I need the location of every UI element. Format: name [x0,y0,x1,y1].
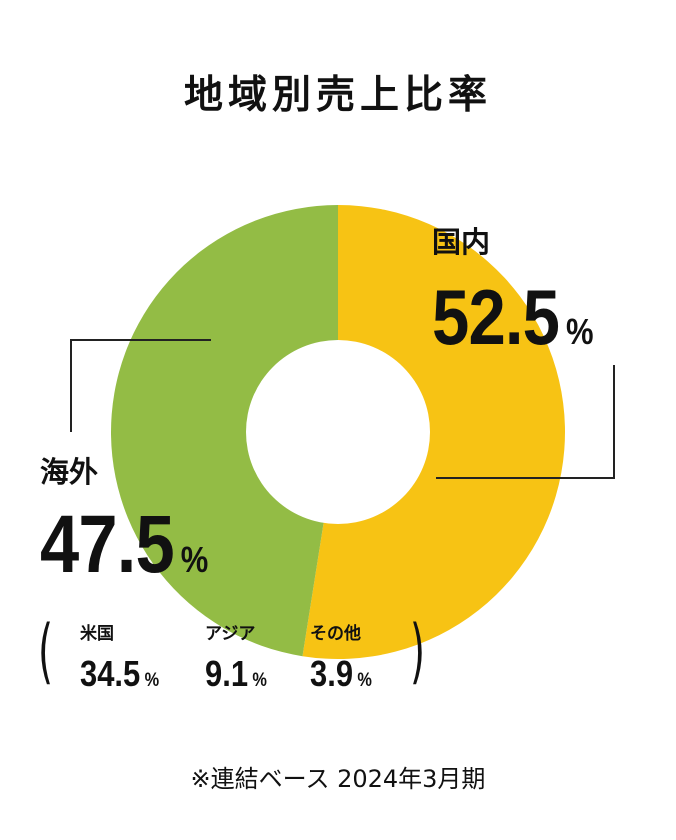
us-label: 米国 [80,624,114,644]
us-percent: 34.5% [80,656,159,692]
donut-hole [246,340,430,524]
chart-title: 地域別売上比率 [183,73,492,118]
domestic-percent-sign: % [565,311,594,352]
overseas-label: 海外 [40,455,99,489]
breakdown-paren-close: ) [410,610,426,692]
other-percent: 3.9% [310,656,372,692]
domestic-leader-line [436,365,615,479]
domestic-label: 国内 [432,225,491,259]
slice-海外 [111,205,338,657]
overseas-percent-sign: % [180,539,209,580]
us-value: 34.5 [80,653,141,694]
footnote: ※連結ベース 2024年3月期 [190,765,486,793]
overseas-percent: 47.5% [40,504,208,586]
domestic-percent: 52.5% [432,278,594,356]
asia-value: 9.1 [205,653,249,694]
other-value: 3.9 [310,653,354,694]
slice-国内 [302,205,566,660]
other-percent-sign: % [357,670,372,691]
overseas-value: 47.5 [40,499,175,590]
asia-percent-sign: % [252,670,267,691]
asia-label: アジア [205,624,256,644]
domestic-value: 52.5 [432,273,560,361]
us-percent-sign: % [144,670,160,691]
breakdown-paren-open: ( [38,610,54,692]
asia-percent: 9.1% [205,656,267,692]
other-label: その他 [310,624,361,644]
overseas-leader-line [70,339,211,432]
